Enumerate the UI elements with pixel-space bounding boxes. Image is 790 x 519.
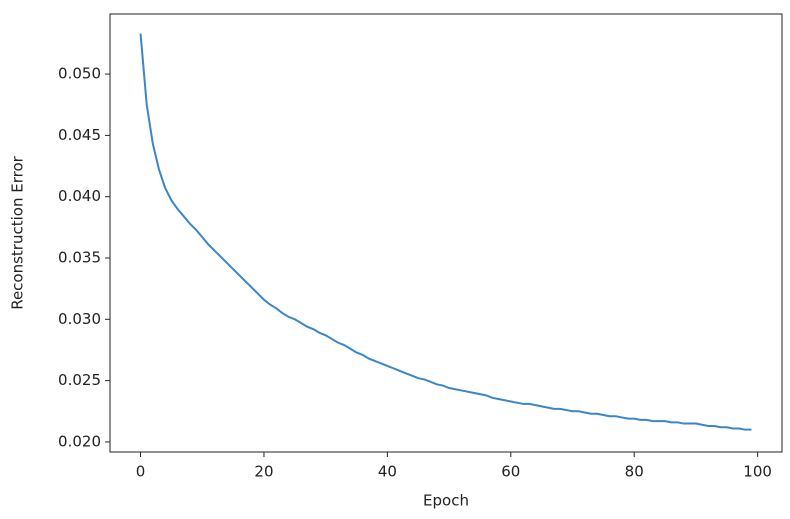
y-tick-label: 0.030 [58, 310, 101, 328]
line-series [139, 33, 752, 431]
x-tick-label: 40 [378, 463, 397, 481]
y-tick-label: 0.025 [58, 371, 101, 389]
x-tick-label: 80 [625, 463, 644, 481]
x-tick-label: 20 [254, 463, 273, 481]
x-axis-label: Epoch [423, 492, 469, 510]
y-axis-label: Reconstruction Error [9, 155, 27, 309]
y-tick-label: 0.035 [58, 249, 101, 267]
x-tick-label: 0 [136, 463, 146, 481]
x-tick-label: 100 [743, 463, 772, 481]
y-tick-label: 0.050 [58, 65, 101, 83]
y-tick-label: 0.040 [58, 187, 101, 205]
x-tick-label: 60 [501, 463, 520, 481]
plot-frame [109, 13, 783, 453]
y-tick-label: 0.045 [58, 126, 101, 144]
y-tick-label: 0.020 [58, 432, 101, 450]
